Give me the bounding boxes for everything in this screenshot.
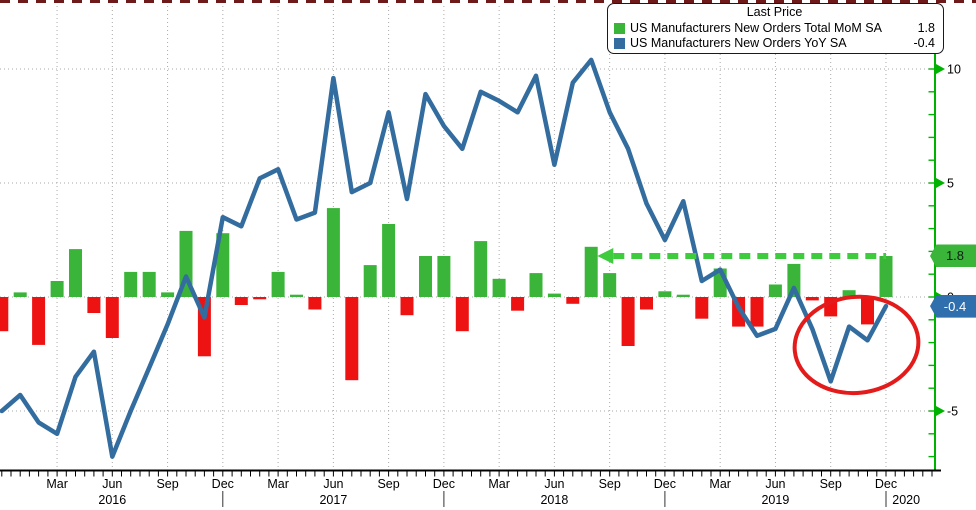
x-year-label: 2017 bbox=[319, 493, 347, 507]
mom-bar bbox=[640, 297, 653, 310]
axis-arrow-icon bbox=[936, 178, 945, 188]
mom-series-value: 1.8 bbox=[917, 20, 935, 35]
yoy-series-value: -0.4 bbox=[913, 36, 935, 50]
axis-arrow-icon bbox=[936, 406, 945, 416]
axis-arrow-icon bbox=[936, 64, 945, 74]
x-month-label: Jun bbox=[323, 477, 343, 491]
mom-bar bbox=[142, 271, 156, 297]
mom-bar bbox=[492, 278, 506, 297]
x-month-label: Dec bbox=[654, 477, 676, 491]
mom-bar bbox=[253, 297, 267, 300]
mom-bar bbox=[50, 281, 64, 297]
x-month-label: Mar bbox=[267, 477, 289, 491]
x-month-label: Sep bbox=[599, 477, 621, 491]
mom-bar bbox=[13, 292, 27, 297]
mom-bar bbox=[308, 297, 322, 310]
mom-bar bbox=[32, 297, 46, 345]
mom-bar bbox=[603, 273, 617, 297]
yoy-series-swatch-icon bbox=[614, 38, 625, 50]
last-value-badge-mom: 1.8 bbox=[930, 244, 976, 268]
mom-bar bbox=[216, 233, 230, 297]
mom-bar bbox=[658, 291, 672, 297]
mom-bar bbox=[861, 297, 874, 325]
x-month-label: Dec bbox=[875, 477, 897, 491]
x-year-label: 2020 bbox=[892, 493, 920, 507]
mom-bar bbox=[105, 297, 119, 338]
mom-bar bbox=[455, 297, 469, 332]
mom-bar bbox=[842, 290, 856, 297]
mom-bar bbox=[584, 246, 598, 297]
mom-bar bbox=[400, 297, 414, 316]
mom-bar bbox=[437, 256, 451, 297]
mom-bar bbox=[787, 263, 801, 297]
x-year-label: 2018 bbox=[540, 493, 568, 507]
mom-bar bbox=[271, 271, 285, 297]
y-tick-label: 5 bbox=[947, 177, 954, 191]
last-value-badge-yoy: -0.4 bbox=[930, 294, 976, 318]
legend-row-mom: US Manufacturers New Orders Total MoM SA… bbox=[614, 21, 935, 37]
mom-bar bbox=[695, 297, 709, 319]
mom-bar bbox=[234, 297, 248, 305]
mom-bar bbox=[419, 256, 432, 297]
x-month-label: Sep bbox=[820, 477, 842, 491]
x-month-label: Mar bbox=[709, 477, 731, 491]
mom-bar bbox=[326, 208, 340, 297]
mom-bar bbox=[566, 297, 580, 304]
mom-bar bbox=[750, 297, 764, 327]
mom-bar bbox=[69, 249, 82, 297]
x-month-label: Dec bbox=[433, 477, 455, 491]
x-year-label: 2016 bbox=[98, 493, 126, 507]
y-tick-label: 10 bbox=[947, 63, 961, 77]
mom-bar bbox=[529, 273, 543, 297]
mom-bar bbox=[161, 292, 175, 297]
x-month-label: Mar bbox=[46, 477, 68, 491]
mom-bar bbox=[345, 297, 359, 381]
yoy-line bbox=[0, 57, 889, 459]
mom-bar bbox=[676, 294, 690, 297]
legend-row-yoy: US Manufacturers New Orders YoY SA -0.4 bbox=[614, 36, 935, 52]
mom-bar bbox=[87, 297, 101, 313]
x-year-label: 2019 bbox=[761, 493, 789, 507]
mom-bar bbox=[124, 271, 138, 297]
mom-series-swatch-icon bbox=[614, 22, 625, 34]
mom-bar bbox=[547, 293, 561, 297]
highlight-ellipse bbox=[792, 294, 921, 396]
legend-box: Last Price US Manufacturers New Orders T… bbox=[607, 3, 944, 54]
y-tick-label: -5 bbox=[947, 405, 958, 419]
mom-bar bbox=[474, 241, 488, 297]
mom-bar bbox=[768, 284, 782, 297]
mom-bar bbox=[0, 297, 9, 332]
x-month-label: Jun bbox=[765, 477, 785, 491]
legend-title: Last Price bbox=[746, 5, 803, 19]
x-month-label: Jun bbox=[544, 477, 564, 491]
x-month-label: Sep bbox=[377, 477, 399, 491]
mom-bar bbox=[879, 256, 893, 297]
mom-bar bbox=[290, 294, 303, 297]
x-month-label: Dec bbox=[212, 477, 234, 491]
x-month-label: Sep bbox=[156, 477, 178, 491]
arrowhead-left-icon bbox=[597, 247, 614, 264]
mom-bar bbox=[382, 224, 396, 297]
mom-series-label: US Manufacturers New Orders Total MoM SA bbox=[630, 20, 882, 35]
mom-bar bbox=[621, 297, 635, 346]
x-month-label: Jun bbox=[102, 477, 122, 491]
mom-bar bbox=[805, 297, 819, 301]
mom-bar bbox=[363, 265, 377, 297]
mom-bar bbox=[511, 297, 525, 311]
x-month-label: Mar bbox=[488, 477, 510, 491]
yoy-series-label: US Manufacturers New Orders YoY SA bbox=[630, 36, 847, 50]
